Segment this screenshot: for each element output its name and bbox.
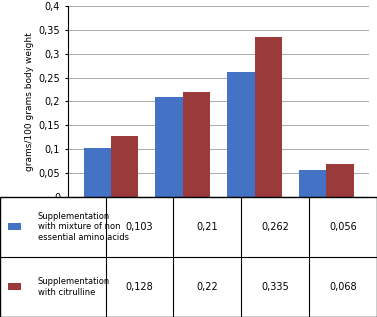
Text: Supplementation
with mixture of non
essential amino acids: Supplementation with mixture of non esse… — [38, 212, 129, 242]
FancyBboxPatch shape — [0, 197, 377, 317]
Text: 0,335: 0,335 — [261, 282, 289, 292]
Text: Supplementation
with citrulline: Supplementation with citrulline — [38, 277, 110, 297]
Text: 0,22: 0,22 — [196, 282, 218, 292]
Bar — [254, 37, 282, 197]
Bar — [183, 92, 210, 197]
Text: 0,056: 0,056 — [329, 222, 357, 232]
Bar — [84, 148, 111, 197]
Bar — [227, 72, 254, 197]
FancyBboxPatch shape — [8, 223, 21, 230]
Text: 0,068: 0,068 — [329, 282, 357, 292]
Text: 0,128: 0,128 — [126, 282, 153, 292]
FancyBboxPatch shape — [8, 283, 21, 290]
Text: 0,262: 0,262 — [261, 222, 289, 232]
Bar — [326, 164, 354, 197]
Bar — [299, 170, 326, 197]
Text: 0,21: 0,21 — [196, 222, 218, 232]
Text: 0,103: 0,103 — [126, 222, 153, 232]
Y-axis label: grams/100 grams body weight: grams/100 grams body weight — [25, 32, 34, 171]
Bar — [111, 136, 138, 197]
Bar — [155, 97, 183, 197]
